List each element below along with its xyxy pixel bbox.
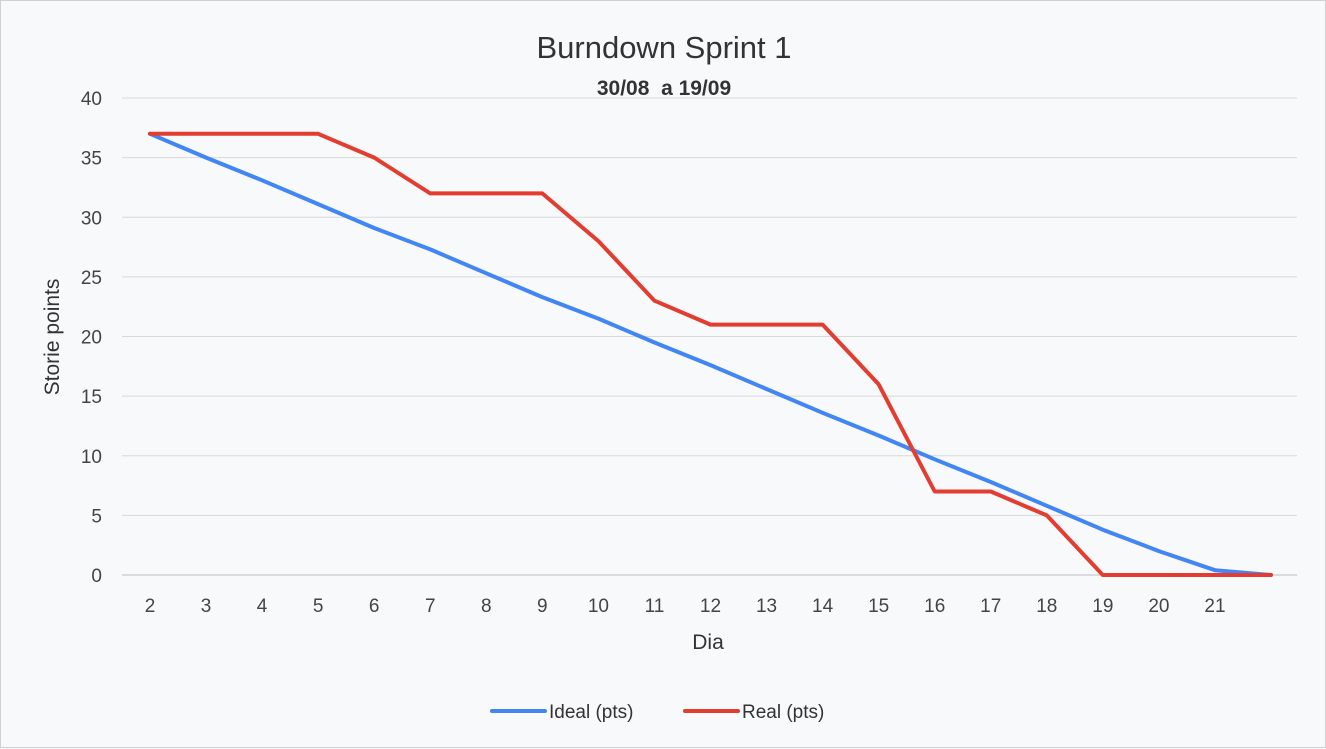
x-tick-label: 20 [1148,596,1169,617]
series-line-ideal [148,131,1273,577]
x-axis-label: Dia [692,631,724,654]
y-tick-label: 25 [81,268,102,289]
x-tick-label: 13 [756,596,777,617]
x-tick-label: 15 [868,596,889,617]
x-tick-label: 18 [1036,596,1057,617]
chart-title: Burndown Sprint 1 [536,30,791,65]
series-lines [148,131,1273,577]
grid-lines [122,97,1297,576]
x-tick-label: 9 [537,596,548,617]
x-tick-label: 21 [1204,596,1225,617]
y-axis-label: Storie points [41,279,64,396]
y-tick-label: 20 [81,328,102,349]
legend-label: Ideal (pts) [549,702,633,723]
y-tick-label: 15 [81,387,102,408]
x-tick-label: 3 [201,596,212,617]
legend-label: Real (pts) [742,702,824,723]
legend: Ideal (pts) Real (pts) [490,702,824,723]
y-tick-label: 30 [81,208,102,229]
x-tick-label: 7 [425,596,436,617]
x-tick-label: 4 [257,596,268,617]
x-tick-label: 16 [924,596,945,617]
x-tick-label: 11 [645,596,665,617]
series-line-real [148,131,1273,577]
y-axis-ticks: 0 5 10 15 20 25 30 35 40 [81,89,102,587]
y-tick-label: 10 [81,447,102,468]
y-tick-label: 40 [81,89,102,110]
x-tick-label: 10 [588,596,609,617]
y-tick-label: 5 [91,506,102,527]
x-axis-ticks: 2 3 4 5 6 7 8 9 10 11 12 13 14 15 16 17 18 19 20 21 [145,596,1226,617]
x-tick-label: 5 [313,596,324,617]
x-tick-label: 17 [980,596,1001,617]
x-tick-label: 19 [1092,596,1113,617]
y-tick-label: 0 [91,566,102,587]
x-tick-label: 2 [145,596,156,617]
y-tick-label: 35 [81,149,102,170]
x-tick-label: 12 [700,596,721,617]
x-tick-label: 6 [369,596,380,617]
chart-subtitle: 30/08 a 19/09 [597,77,731,100]
x-tick-label: 8 [481,596,492,617]
x-tick-label: 14 [812,596,834,617]
